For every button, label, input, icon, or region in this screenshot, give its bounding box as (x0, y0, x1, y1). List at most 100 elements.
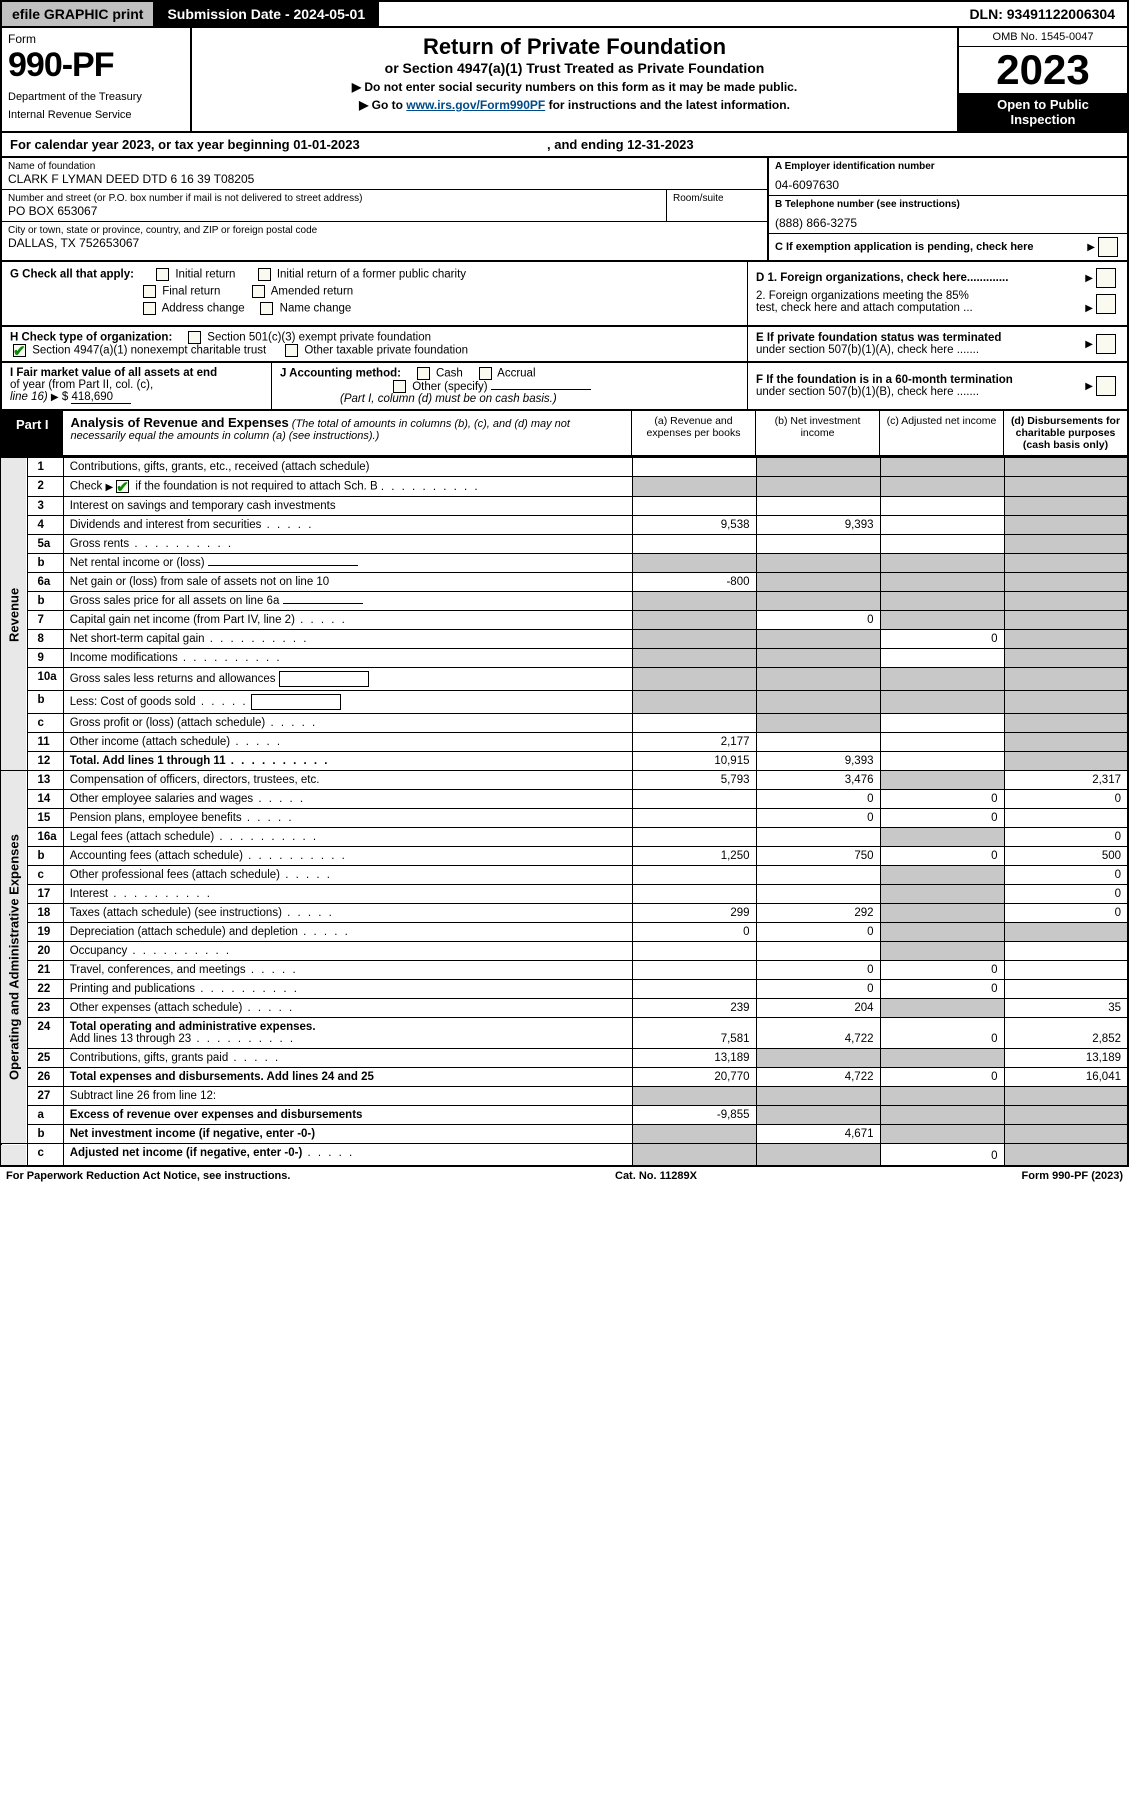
s4947-label: Section 4947(a)(1) nonexempt charitable … (32, 345, 266, 357)
form-word: Form (8, 32, 184, 46)
r27b-b: 4,671 (756, 1125, 880, 1144)
table-row: 5aGross rents (1, 535, 1128, 554)
page-footer: For Paperwork Reduction Act Notice, see … (0, 1167, 1129, 1185)
f-checkbox[interactable] (1096, 376, 1116, 396)
room-cell: Room/suite (667, 190, 767, 221)
table-row: 22Printing and publications00 (1, 980, 1128, 999)
tax-year: 2023 (959, 47, 1127, 93)
r3-desc: Interest on savings and temporary cash i… (63, 497, 632, 516)
name-change-checkbox[interactable] (260, 302, 273, 315)
r8-c: 0 (880, 630, 1004, 649)
dept-irs: Internal Revenue Service (8, 109, 184, 121)
r16a-desc: Legal fees (attach schedule) (63, 828, 632, 847)
r16c-desc: Other professional fees (attach schedule… (63, 866, 632, 885)
j-note: (Part I, column (d) must be on cash basi… (280, 393, 557, 405)
r18-d: 0 (1004, 904, 1128, 923)
e1-label: E If private foundation status was termi… (756, 332, 1001, 344)
foundation-name-cell: Name of foundation CLARK F LYMAN DEED DT… (2, 158, 767, 190)
table-row: 11Other income (attach schedule)2,177 (1, 733, 1128, 752)
table-row: 18Taxes (attach schedule) (see instructi… (1, 904, 1128, 923)
form-ref: Form 990-PF (2023) (1022, 1170, 1123, 1182)
form-number: 990-PF (8, 46, 184, 85)
other-tax-checkbox[interactable] (285, 344, 298, 357)
phone-cell: B Telephone number (see instructions) (8… (769, 196, 1127, 234)
r6a-a: -800 (632, 573, 756, 592)
addr-change-checkbox[interactable] (143, 302, 156, 315)
other-method-checkbox[interactable] (393, 380, 406, 393)
e2-label: under section 507(b)(1)(A), check here .… (756, 344, 979, 356)
r27c-c: 0 (880, 1144, 1004, 1166)
r25-d: 13,189 (1004, 1049, 1128, 1068)
cat-no: Cat. No. 11289X (290, 1170, 1021, 1182)
section-h-e: H Check type of organization: Section 50… (0, 327, 1129, 363)
arrow-icon (1085, 380, 1093, 392)
form990pf-link[interactable]: www.irs.gov/Form990PF (406, 98, 545, 112)
header-left: Form 990-PF Department of the Treasury I… (2, 28, 192, 131)
f2-label: under section 507(b)(1)(B), check here .… (756, 386, 979, 398)
r18-desc: Taxes (attach schedule) (see instruction… (63, 904, 632, 923)
table-row: 8Net short-term capital gain0 (1, 630, 1128, 649)
other-label: Other (specify) (412, 381, 487, 393)
final-return-checkbox[interactable] (143, 285, 156, 298)
r11-a: 2,177 (632, 733, 756, 752)
cash-label: Cash (436, 368, 463, 380)
section-f: F If the foundation is in a 60-month ter… (747, 363, 1127, 409)
s4947-checkbox[interactable] (13, 344, 26, 357)
table-row: 19Depreciation (attach schedule) and dep… (1, 923, 1128, 942)
exemption-checkbox[interactable] (1098, 237, 1118, 257)
r4-a: 9,538 (632, 516, 756, 535)
r10c-desc: Gross profit or (loss) (attach schedule) (63, 714, 632, 733)
r22-c: 0 (880, 980, 1004, 999)
r19-desc: Depreciation (attach schedule) and deple… (63, 923, 632, 942)
cash-checkbox[interactable] (417, 367, 430, 380)
efile-print-button[interactable]: efile GRAPHIC print (2, 2, 155, 26)
identification-grid: Name of foundation CLARK F LYMAN DEED DT… (0, 158, 1129, 262)
col-b-header: (b) Net investment income (755, 411, 879, 455)
table-row: Operating and Administrative Expenses 13… (1, 771, 1128, 790)
part1-table: Revenue 1 Contributions, gifts, grants, … (0, 457, 1129, 1167)
r6a-desc: Net gain or (loss) from sale of assets n… (63, 573, 632, 592)
open-to-public: Open to Public Inspection (959, 93, 1127, 131)
address-row: Number and street (or P.O. box number if… (2, 190, 767, 222)
r18-b: 292 (756, 904, 880, 923)
d2-checkbox[interactable] (1096, 294, 1116, 314)
phone-label: B Telephone number (see instructions) (775, 199, 1121, 210)
table-row: bGross sales price for all assets on lin… (1, 592, 1128, 611)
initial-return-label: Initial return (175, 269, 235, 281)
table-row: bLess: Cost of goods sold (1, 691, 1128, 714)
city-cell: City or town, state or province, country… (2, 222, 767, 253)
dept-treasury: Department of the Treasury (8, 91, 184, 103)
r23-desc: Other expenses (attach schedule) (63, 999, 632, 1018)
section-g: G Check all that apply: Initial return I… (2, 262, 747, 325)
schb-checkbox[interactable] (116, 480, 129, 493)
other-tax-label: Other taxable private foundation (304, 345, 468, 357)
revenue-side-label: Revenue (1, 458, 27, 771)
r4-b: 9,393 (756, 516, 880, 535)
table-row: 4Dividends and interest from securities9… (1, 516, 1128, 535)
amended-checkbox[interactable] (252, 285, 265, 298)
r16b-d: 500 (1004, 847, 1128, 866)
s501-checkbox[interactable] (188, 331, 201, 344)
r26-d: 16,041 (1004, 1068, 1128, 1087)
arrow-icon (1085, 272, 1093, 284)
col-c-header: (c) Adjusted net income (879, 411, 1003, 455)
d1-checkbox[interactable] (1096, 268, 1116, 288)
r25-desc: Contributions, gifts, grants paid (63, 1049, 632, 1068)
e-checkbox[interactable] (1096, 334, 1116, 354)
top-bar: efile GRAPHIC print Submission Date - 20… (0, 0, 1129, 28)
initial-former-checkbox[interactable] (258, 268, 271, 281)
r6b-desc: Gross sales price for all assets on line… (63, 592, 632, 611)
s501-label: Section 501(c)(3) exempt private foundat… (207, 332, 431, 344)
accrual-checkbox[interactable] (479, 367, 492, 380)
i-l3a: line 16) (10, 391, 48, 403)
i-l2: of year (from Part II, col. (c), (10, 379, 153, 391)
r9-desc: Income modifications (63, 649, 632, 668)
section-i: I Fair market value of all assets at end… (2, 363, 272, 409)
initial-return-checkbox[interactable] (156, 268, 169, 281)
table-row: bAccounting fees (attach schedule)1,2507… (1, 847, 1128, 866)
form-subtitle: or Section 4947(a)(1) Trust Treated as P… (212, 60, 937, 76)
r14-c: 0 (880, 790, 1004, 809)
omb-number: OMB No. 1545-0047 (959, 28, 1127, 47)
r23-b: 204 (756, 999, 880, 1018)
addr-change-label: Address change (162, 303, 245, 315)
